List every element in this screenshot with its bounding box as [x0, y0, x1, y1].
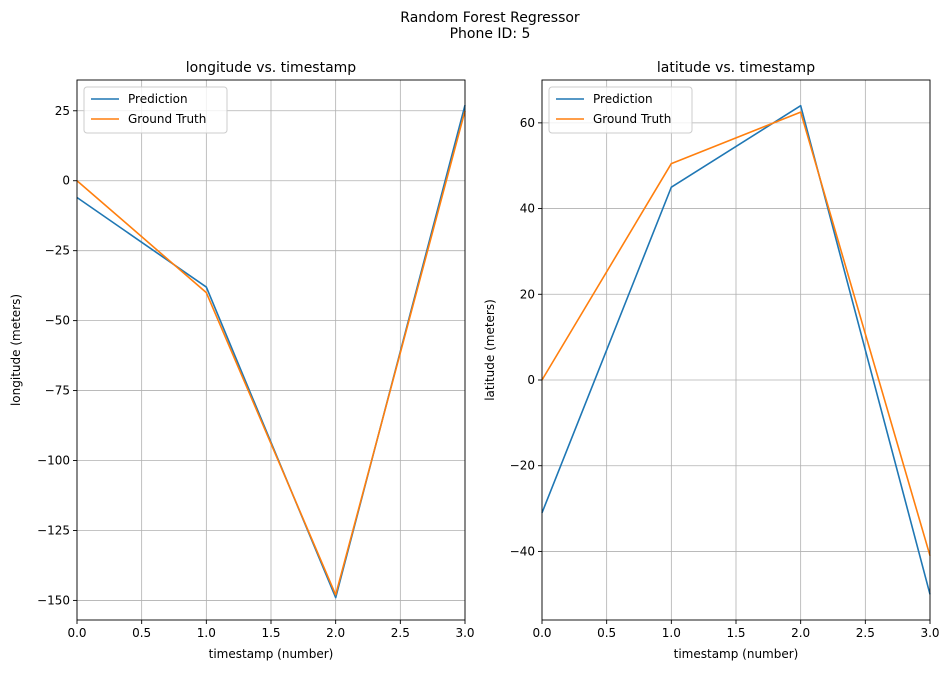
- longitude-xtick-label: 0.0: [67, 626, 86, 640]
- latitude-xtick-label: 1.0: [662, 626, 681, 640]
- longitude-series-ground-truth-line: [76, 110, 466, 596]
- latitude-xtick-label: 1.5: [726, 626, 745, 640]
- latitude-series-ground-truth-line: [541, 111, 931, 556]
- latitude-ytick-label: −40: [510, 544, 535, 558]
- longitude-ytick-label: −100: [37, 454, 70, 468]
- suptitle-line1: Random Forest Regressor: [400, 10, 580, 26]
- longitude-plot-title: longitude vs. timestamp: [186, 60, 357, 76]
- latitude-ytick-label: 60: [520, 116, 535, 130]
- latitude-ytick-label: 40: [520, 202, 535, 216]
- longitude-ytick-label: −150: [37, 593, 70, 607]
- plots-group: 0.0 0.5 1.0 1.5 2.0 2.5 3.0 25 0 −25 −50 −75 −100 −12…: [9, 60, 940, 661]
- latitude-ytick-label: −20: [510, 459, 535, 473]
- longitude-ytick-label: −50: [45, 314, 70, 328]
- longitude-ytick-label: −25: [45, 244, 70, 258]
- longitude-ytick-label: −75: [45, 384, 70, 398]
- latitude-legend-box: [548, 86, 693, 134]
- longitude-y-axis-label: longitude (meters): [9, 294, 23, 406]
- latitude-legend-label-prediction: Prediction: [593, 92, 653, 106]
- latitude-ytick-label: 20: [520, 287, 535, 301]
- longitude-xtick-label: 2.0: [326, 626, 345, 640]
- latitude-x-axis-label: timestamp (number): [674, 647, 799, 661]
- longitude-xtick-label: 1.0: [197, 626, 216, 640]
- latitude-plot: 0.0 0.5 1.0 1.5 2.0 2.5 3.0 60 40 20 0 −20 −40 latitu…: [483, 60, 940, 661]
- longitude-plot: 0.0 0.5 1.0 1.5 2.0 2.5 3.0 25 0 −25 −50 −75 −100 −12…: [9, 60, 475, 661]
- latitude-xtick-label: 0.0: [532, 626, 551, 640]
- suptitle-line2: Phone ID: 5: [450, 26, 531, 42]
- latitude-xtick-label: 3.0: [920, 626, 939, 640]
- longitude-ytick-label: 25: [55, 104, 70, 118]
- longitude-x-axis-label: timestamp (number): [209, 647, 334, 661]
- longitude-legend-box: [83, 86, 228, 134]
- longitude-xtick-label: 0.5: [132, 626, 151, 640]
- longitude-ytick-label: 0: [62, 174, 70, 188]
- latitude-series-prediction-line: [541, 104, 931, 595]
- longitude-xtick-label: 1.5: [261, 626, 280, 640]
- latitude-xtick-label: 0.5: [597, 626, 616, 640]
- longitude-xtick-label: 3.0: [455, 626, 474, 640]
- latitude-legend-label-ground-truth: Ground Truth: [593, 112, 671, 126]
- latitude-xtick-label: 2.5: [856, 626, 875, 640]
- latitude-xtick-label: 2.0: [791, 626, 810, 640]
- longitude-legend-label-ground-truth: Ground Truth: [128, 112, 206, 126]
- longitude-legend-label-prediction: Prediction: [128, 92, 188, 106]
- longitude-xtick-label: 2.5: [391, 626, 410, 640]
- latitude-plot-title: latitude vs. timestamp: [657, 60, 815, 76]
- latitude-y-axis-label: latitude (meters): [483, 299, 497, 401]
- longitude-ytick-label: −125: [37, 523, 70, 537]
- latitude-ytick-label: 0: [527, 373, 535, 387]
